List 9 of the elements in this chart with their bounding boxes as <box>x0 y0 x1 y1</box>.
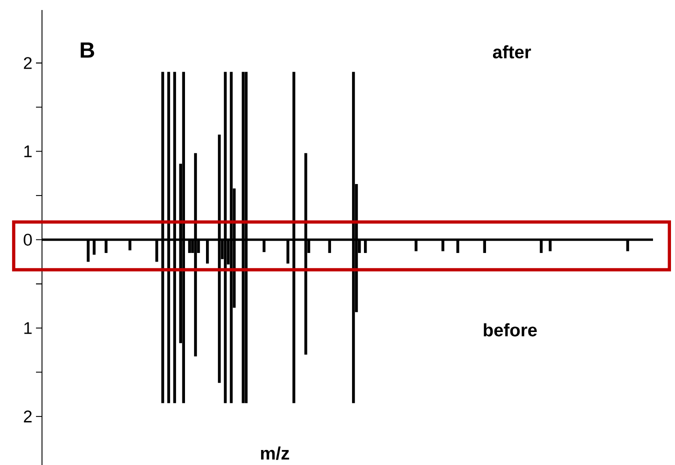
annotation: before <box>484 323 537 336</box>
annotation: after <box>492 45 532 58</box>
y-tick-label: 2 <box>24 410 32 422</box>
y-tick-label: 1 <box>24 322 32 334</box>
y-tick-label: 1 <box>24 146 32 158</box>
x-axis-title: m/z <box>261 446 290 460</box>
y-tick-label: 2 <box>24 57 32 69</box>
annotation: B <box>80 42 94 58</box>
y-tick-label: 0 <box>24 234 32 246</box>
